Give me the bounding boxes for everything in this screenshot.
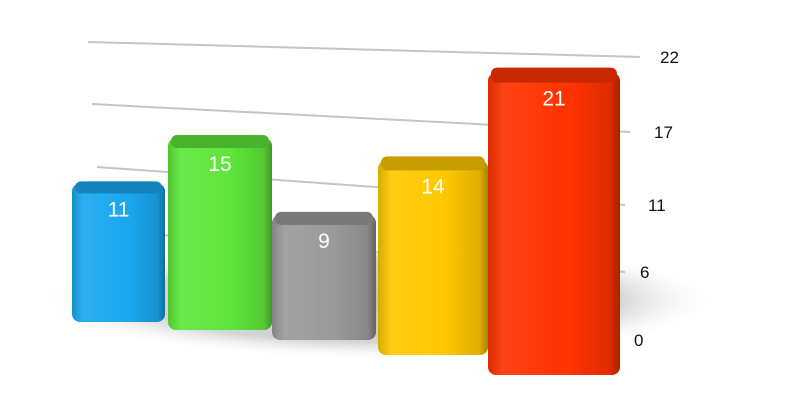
bar: 11 (72, 181, 165, 322)
gridline (87, 41, 641, 58)
y-tick-label: 0 (634, 331, 643, 350)
data-label: 9 (318, 230, 330, 253)
y-tick-label: 11 (648, 196, 666, 215)
data-label: 15 (208, 153, 231, 176)
bar: 9 (272, 211, 376, 340)
bar: 15 (168, 135, 272, 330)
y-tick-label: 17 (654, 123, 673, 142)
y-tick-label: 22 (660, 48, 679, 67)
data-label: 21 (542, 88, 565, 111)
data-label: 11 (108, 198, 130, 221)
bar-top (275, 211, 373, 225)
bar-body (272, 214, 376, 340)
y-tick-label: 6 (640, 263, 649, 282)
bar-body (488, 72, 620, 375)
bar: 14 (378, 156, 488, 355)
bar-top (75, 181, 162, 194)
bar-body (378, 160, 488, 355)
bar: 21 (488, 67, 620, 375)
bar-top (381, 156, 485, 171)
bar-top (171, 135, 269, 148)
bar-body (72, 183, 165, 322)
bar-body (168, 138, 272, 330)
bar-top (491, 67, 617, 83)
data-label: 14 (421, 175, 445, 198)
